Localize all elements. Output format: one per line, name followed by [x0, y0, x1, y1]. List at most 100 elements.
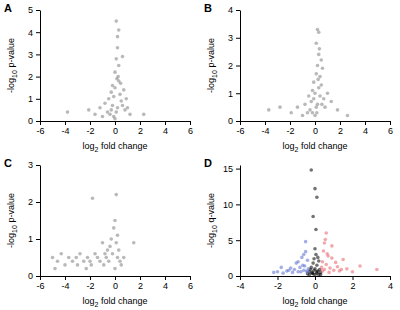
- point: [324, 231, 328, 235]
- point: [289, 111, 293, 115]
- point: [278, 105, 282, 109]
- tick-label: 2: [28, 197, 33, 207]
- tick-label: -6: [36, 281, 44, 291]
- tick-label: 2: [138, 126, 143, 136]
- tick-mark: [36, 276, 40, 277]
- tick-mark: [165, 276, 166, 280]
- x-axis: -6-4-20246: [36, 276, 193, 291]
- point: [281, 271, 285, 275]
- point: [103, 101, 107, 105]
- point: [304, 240, 308, 244]
- tick-label: 2: [228, 61, 233, 71]
- point: [303, 103, 307, 107]
- point: [267, 108, 271, 112]
- tick-label: 1: [28, 94, 33, 104]
- tick-mark: [190, 121, 191, 125]
- panel: -6-4-202460123log2 fold change-log10 p-v…: [6, 160, 193, 308]
- point: [317, 86, 321, 90]
- tick: 2: [228, 61, 240, 71]
- point: [310, 271, 314, 275]
- tick: 3: [228, 33, 240, 43]
- tick-label: 1: [228, 89, 233, 99]
- tick-mark: [236, 93, 240, 94]
- point: [321, 260, 325, 264]
- tick-mark: [140, 121, 141, 125]
- point: [306, 111, 310, 115]
- point: [316, 256, 320, 260]
- tick-mark: [315, 121, 316, 125]
- tick: 0: [28, 116, 40, 126]
- tick-label: -4: [61, 281, 69, 291]
- point: [109, 90, 113, 94]
- tick: 4: [163, 276, 168, 291]
- x-axis: -4-2024: [236, 276, 393, 291]
- point: [119, 81, 123, 85]
- point: [287, 268, 291, 272]
- point: [124, 97, 128, 101]
- point: [346, 114, 350, 118]
- tick-mark: [36, 165, 40, 166]
- point: [113, 70, 117, 74]
- tick-label: -2: [286, 126, 294, 136]
- point: [321, 269, 325, 273]
- tick-label: 2: [138, 281, 143, 291]
- point: [101, 115, 105, 119]
- point: [311, 111, 315, 115]
- tick: -6: [36, 121, 44, 136]
- tick: -2: [286, 121, 294, 136]
- tick: 6: [188, 276, 193, 291]
- point: [87, 108, 91, 112]
- tick: 2: [338, 121, 343, 136]
- tick: 0: [313, 276, 318, 291]
- tick: 6: [388, 121, 393, 136]
- tick-label: 0: [28, 116, 33, 126]
- point: [116, 234, 120, 238]
- point: [317, 30, 321, 34]
- point: [107, 259, 111, 263]
- tick: 4: [28, 28, 40, 38]
- tick-label: 5: [28, 5, 33, 15]
- tick-mark: [236, 38, 240, 39]
- y-axis: 01234: [228, 5, 241, 126]
- tick-label: 4: [163, 126, 168, 136]
- x-axis-title: log2 fold change: [283, 141, 348, 153]
- point: [86, 256, 90, 260]
- point: [314, 42, 318, 46]
- point: [142, 113, 146, 117]
- point: [63, 263, 67, 267]
- tick-mark: [236, 169, 240, 170]
- point: [324, 263, 328, 267]
- tick-label: -2: [274, 281, 282, 291]
- tick: 15: [223, 164, 240, 174]
- panel-title: A: [4, 2, 12, 14]
- point: [326, 91, 330, 95]
- point: [93, 252, 97, 256]
- tick-mark: [140, 276, 141, 280]
- tick-mark: [240, 121, 241, 125]
- point: [308, 108, 312, 112]
- tick: 3: [28, 50, 40, 60]
- panel: -6-4-20246012345log2 fold change-log10 p…: [6, 5, 193, 153]
- tick: 2: [350, 276, 355, 291]
- chart-root: -6-4-20246012345log2 fold change-log10 p…: [0, 0, 400, 310]
- point: [301, 263, 305, 267]
- point: [351, 270, 355, 274]
- point: [113, 219, 117, 223]
- point: [324, 238, 328, 242]
- point: [117, 64, 121, 68]
- point: [53, 267, 57, 271]
- point: [309, 168, 313, 172]
- point: [302, 253, 306, 257]
- point: [114, 193, 118, 197]
- tick-mark: [40, 121, 41, 125]
- point: [336, 108, 340, 112]
- point: [122, 88, 126, 92]
- tick-label: -2: [86, 281, 94, 291]
- point: [276, 270, 280, 274]
- point: [119, 99, 123, 103]
- point: [316, 103, 320, 107]
- point: [67, 256, 71, 260]
- point: [323, 241, 327, 245]
- tick-mark: [290, 121, 291, 125]
- point: [328, 266, 332, 270]
